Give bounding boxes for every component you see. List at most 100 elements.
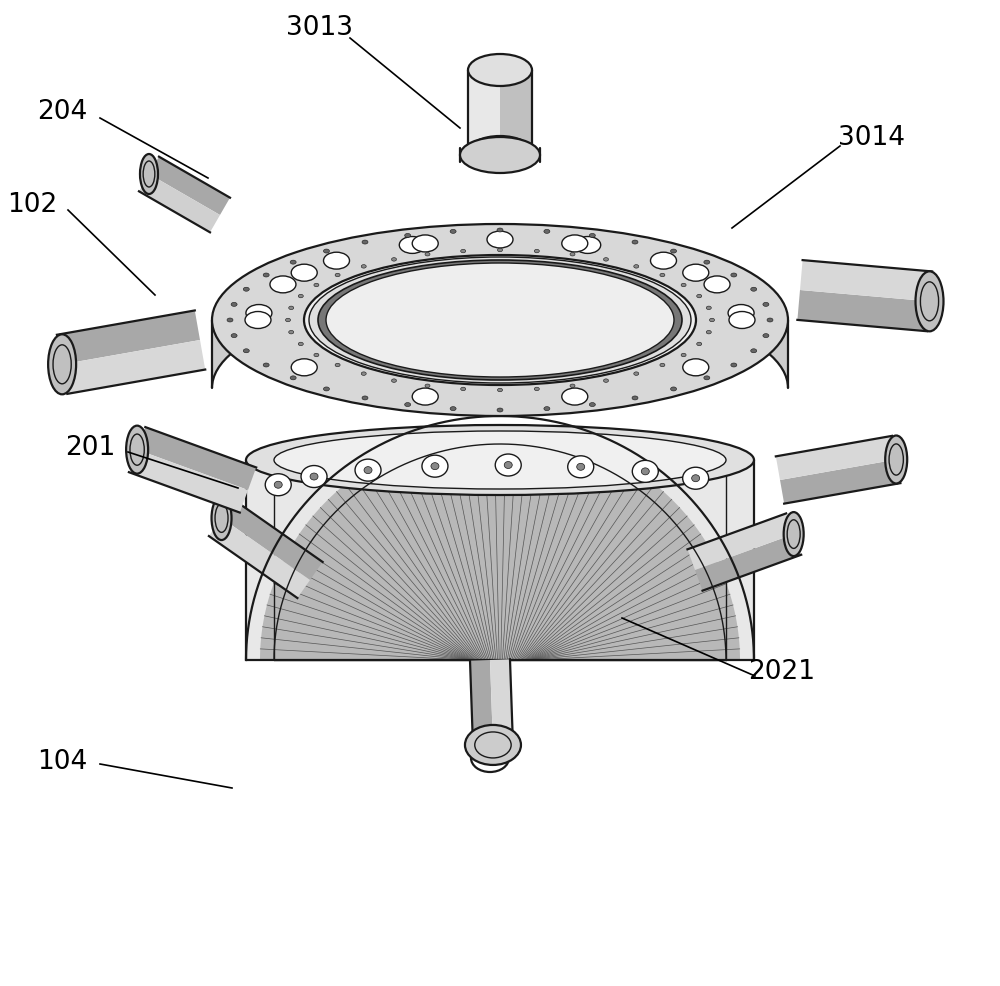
Ellipse shape [392,379,397,383]
Polygon shape [139,174,220,233]
Ellipse shape [298,342,303,346]
Ellipse shape [243,287,249,291]
Ellipse shape [562,235,588,252]
Polygon shape [687,514,794,570]
Polygon shape [212,224,788,388]
Polygon shape [797,290,930,331]
Ellipse shape [671,249,677,253]
Ellipse shape [425,384,430,387]
Ellipse shape [916,271,944,331]
Ellipse shape [497,228,503,232]
Ellipse shape [412,235,438,252]
Ellipse shape [471,744,509,772]
Ellipse shape [634,372,639,376]
Ellipse shape [751,349,757,353]
Ellipse shape [604,257,608,261]
Ellipse shape [290,260,296,264]
Ellipse shape [227,318,233,322]
Ellipse shape [326,263,674,377]
Ellipse shape [140,154,158,194]
Polygon shape [468,62,500,152]
Ellipse shape [751,287,757,291]
Ellipse shape [634,264,639,268]
Ellipse shape [243,349,249,353]
Ellipse shape [604,379,608,383]
Ellipse shape [309,257,691,383]
Ellipse shape [660,273,665,277]
Ellipse shape [318,260,682,380]
Ellipse shape [274,481,282,488]
Ellipse shape [683,467,709,489]
Ellipse shape [361,264,366,268]
Ellipse shape [589,402,595,406]
Ellipse shape [641,468,649,475]
Polygon shape [62,340,205,393]
Text: 3013: 3013 [287,15,354,41]
Ellipse shape [291,264,317,281]
Ellipse shape [544,230,550,234]
Ellipse shape [468,136,532,168]
Ellipse shape [461,249,466,252]
Ellipse shape [263,273,269,277]
Polygon shape [260,430,740,660]
Ellipse shape [231,333,237,337]
Ellipse shape [314,353,319,357]
Polygon shape [695,534,801,591]
Ellipse shape [425,252,430,256]
Ellipse shape [362,240,368,245]
Ellipse shape [570,384,575,387]
Ellipse shape [450,230,456,234]
Ellipse shape [314,283,319,287]
Ellipse shape [704,376,710,380]
Ellipse shape [468,54,532,86]
Ellipse shape [544,406,550,410]
Polygon shape [776,436,896,480]
Ellipse shape [399,237,425,253]
Text: 201: 201 [65,435,115,461]
Ellipse shape [324,252,350,269]
Ellipse shape [729,312,755,328]
Ellipse shape [671,387,677,390]
Ellipse shape [263,363,269,367]
Ellipse shape [568,456,594,478]
Ellipse shape [412,388,438,405]
Ellipse shape [504,461,512,468]
Ellipse shape [274,431,726,489]
Ellipse shape [497,408,503,412]
Ellipse shape [231,303,237,307]
Ellipse shape [323,249,329,253]
Ellipse shape [660,363,665,367]
Polygon shape [129,450,248,513]
Ellipse shape [632,240,638,245]
Text: 104: 104 [37,749,87,775]
Text: 102: 102 [7,192,57,218]
Ellipse shape [495,454,521,476]
Ellipse shape [683,264,709,281]
Ellipse shape [885,436,907,483]
Ellipse shape [498,388,503,391]
Ellipse shape [706,330,711,334]
Ellipse shape [361,372,366,376]
Ellipse shape [286,318,290,321]
Ellipse shape [355,459,381,481]
Ellipse shape [212,496,232,540]
Ellipse shape [577,463,585,470]
Polygon shape [490,660,513,745]
Ellipse shape [405,402,411,406]
Ellipse shape [784,512,804,556]
Polygon shape [470,660,493,745]
Ellipse shape [683,359,709,376]
Polygon shape [137,427,256,490]
Ellipse shape [450,406,456,410]
Ellipse shape [632,460,658,482]
Ellipse shape [589,234,595,238]
Ellipse shape [48,334,76,394]
Ellipse shape [731,273,737,277]
Text: 3014: 3014 [838,125,906,151]
Ellipse shape [704,276,730,293]
Ellipse shape [692,474,700,482]
Ellipse shape [362,396,368,400]
Text: 2021: 2021 [748,659,816,685]
Ellipse shape [731,363,737,367]
Ellipse shape [212,224,788,416]
